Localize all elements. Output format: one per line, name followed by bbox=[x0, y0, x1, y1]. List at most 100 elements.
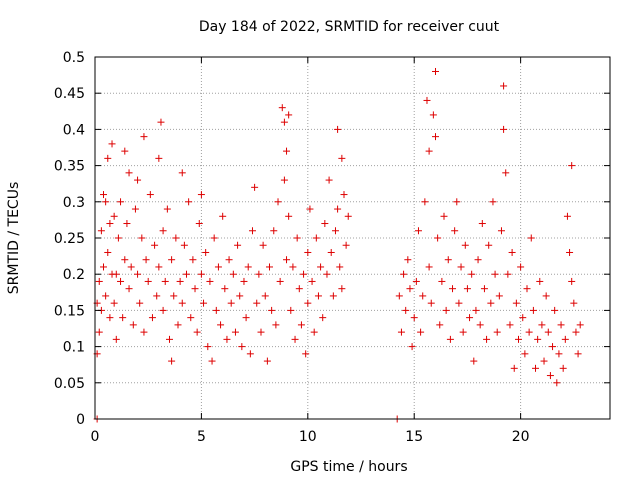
y-tick-label: 0.3 bbox=[63, 195, 85, 211]
data-point bbox=[427, 299, 435, 307]
data-point bbox=[527, 234, 535, 242]
data-point bbox=[489, 198, 497, 206]
data-point bbox=[102, 198, 110, 206]
data-point bbox=[425, 263, 433, 271]
data-point bbox=[163, 205, 171, 213]
data-point bbox=[444, 256, 452, 264]
data-point bbox=[321, 220, 329, 228]
data-point bbox=[208, 357, 216, 365]
data-point bbox=[546, 372, 554, 380]
data-point bbox=[474, 256, 482, 264]
data-point bbox=[125, 169, 133, 177]
data-point bbox=[236, 292, 244, 300]
data-point bbox=[104, 154, 112, 162]
data-point bbox=[440, 212, 448, 220]
data-point bbox=[97, 227, 105, 235]
data-point bbox=[523, 285, 531, 293]
data-point bbox=[185, 198, 193, 206]
data-point bbox=[329, 292, 337, 300]
data-point bbox=[293, 234, 301, 242]
y-tick-label: 0.4 bbox=[63, 122, 85, 138]
data-point bbox=[542, 292, 550, 300]
data-point bbox=[500, 125, 508, 133]
data-point bbox=[304, 248, 312, 256]
data-point bbox=[174, 321, 182, 329]
x-tick-label: 0 bbox=[91, 429, 100, 445]
data-point bbox=[404, 256, 412, 264]
data-point bbox=[127, 263, 135, 271]
data-point bbox=[525, 328, 533, 336]
data-point bbox=[180, 241, 188, 249]
data-point bbox=[421, 198, 429, 206]
data-point bbox=[219, 212, 227, 220]
data-point bbox=[519, 314, 527, 322]
data-point bbox=[334, 205, 342, 213]
y-tick-label: 0.1 bbox=[63, 340, 85, 356]
data-point bbox=[446, 335, 454, 343]
data-point bbox=[334, 125, 342, 133]
data-point bbox=[304, 299, 312, 307]
data-point bbox=[400, 270, 408, 278]
data-point bbox=[517, 263, 525, 271]
data-point bbox=[308, 277, 316, 285]
data-point bbox=[559, 364, 567, 372]
data-point bbox=[100, 191, 108, 199]
data-point bbox=[136, 299, 144, 307]
data-point bbox=[117, 198, 125, 206]
data-point bbox=[540, 357, 548, 365]
data-point bbox=[197, 191, 205, 199]
data-point bbox=[253, 299, 261, 307]
data-point bbox=[95, 277, 103, 285]
data-point bbox=[312, 234, 320, 242]
data-point bbox=[423, 96, 431, 104]
data-point bbox=[491, 270, 499, 278]
data-point bbox=[331, 227, 339, 235]
data-point bbox=[183, 270, 191, 278]
data-point bbox=[110, 299, 118, 307]
data-point bbox=[161, 277, 169, 285]
data-point bbox=[153, 292, 161, 300]
data-point bbox=[449, 285, 457, 293]
data-point bbox=[108, 140, 116, 148]
data-point bbox=[266, 263, 274, 271]
data-point bbox=[453, 198, 461, 206]
data-point bbox=[259, 241, 267, 249]
data-point bbox=[429, 111, 437, 119]
data-point bbox=[410, 314, 418, 322]
data-point bbox=[338, 154, 346, 162]
data-point bbox=[287, 306, 295, 314]
data-point bbox=[576, 321, 584, 329]
data-point bbox=[442, 306, 450, 314]
data-point bbox=[431, 67, 439, 75]
data-point bbox=[272, 321, 280, 329]
data-point bbox=[478, 220, 486, 228]
data-point bbox=[165, 335, 173, 343]
data-point bbox=[189, 256, 197, 264]
data-point bbox=[483, 335, 491, 343]
data-point bbox=[514, 335, 522, 343]
data-point bbox=[570, 299, 578, 307]
data-point bbox=[461, 241, 469, 249]
data-point bbox=[142, 256, 150, 264]
data-point bbox=[242, 314, 250, 322]
x-tick-label: 20 bbox=[512, 429, 530, 445]
data-point bbox=[425, 147, 433, 155]
data-point bbox=[159, 227, 167, 235]
data-point bbox=[297, 321, 305, 329]
data-point bbox=[112, 270, 120, 278]
data-point bbox=[110, 212, 118, 220]
data-point bbox=[574, 350, 582, 358]
data-point bbox=[117, 277, 125, 285]
data-point bbox=[327, 248, 335, 256]
x-tick-label: 5 bbox=[197, 429, 206, 445]
data-point bbox=[338, 285, 346, 293]
data-point bbox=[555, 350, 563, 358]
data-point bbox=[206, 277, 214, 285]
data-point bbox=[283, 256, 291, 264]
data-point bbox=[125, 285, 133, 293]
data-point bbox=[276, 277, 284, 285]
data-point bbox=[566, 248, 574, 256]
data-point bbox=[212, 306, 220, 314]
data-point bbox=[274, 198, 282, 206]
data-point bbox=[466, 314, 474, 322]
